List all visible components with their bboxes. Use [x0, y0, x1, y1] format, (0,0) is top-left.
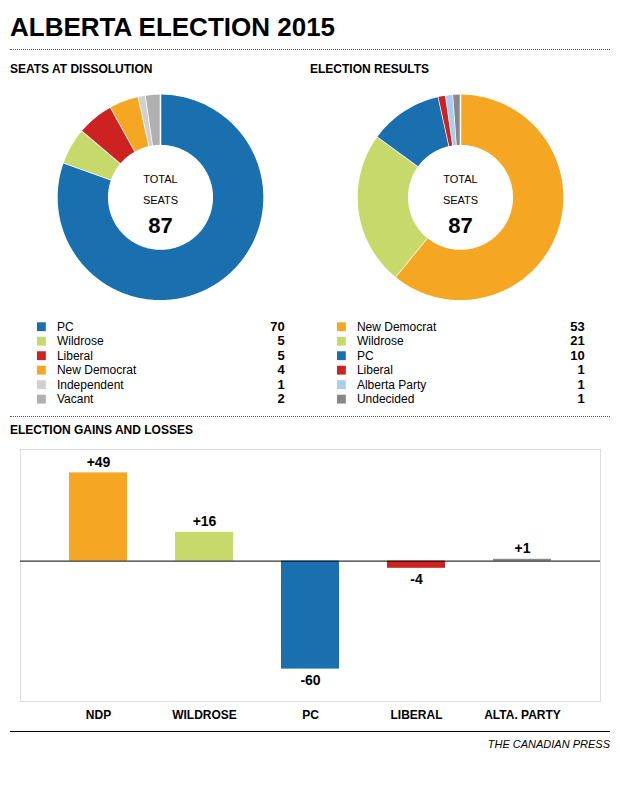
svg-text:Liberal: Liberal	[57, 349, 93, 363]
svg-text:NDP: NDP	[86, 708, 111, 722]
svg-text:21: 21	[570, 333, 584, 348]
svg-text:+1: +1	[515, 540, 531, 556]
html-text:ALBERTA ELECTION 2015: ALBERTA ELECTION 2015	[10, 12, 336, 42]
svg-text:SEATS: SEATS	[443, 194, 478, 206]
svg-text:2: 2	[278, 391, 285, 406]
svg-text:-4: -4	[410, 571, 423, 587]
svg-text:Liberal: Liberal	[357, 363, 393, 377]
svg-text:1: 1	[578, 391, 585, 406]
svg-text:53: 53	[570, 319, 584, 334]
svg-text:1: 1	[578, 377, 585, 392]
svg-text:SEATS: SEATS	[143, 194, 178, 206]
svg-text:TOTAL: TOTAL	[443, 173, 477, 185]
svg-text:PC: PC	[302, 708, 319, 722]
svg-text:87: 87	[148, 213, 172, 238]
html-text:ELECTION GAINS AND LOSSES: ELECTION GAINS AND LOSSES	[10, 423, 193, 437]
svg-text:Undecided: Undecided	[357, 392, 414, 406]
svg-text:1: 1	[278, 377, 285, 392]
svg-text:WILDROSE: WILDROSE	[172, 708, 237, 722]
svg-text:Wildrose: Wildrose	[57, 334, 104, 348]
svg-text:LIBERAL: LIBERAL	[391, 708, 443, 722]
svg-text:87: 87	[448, 213, 472, 238]
html-text:SEATS AT DISSOLUTION: SEATS AT DISSOLUTION	[10, 62, 153, 76]
svg-text:5: 5	[278, 333, 285, 348]
svg-text:PC: PC	[357, 349, 374, 363]
svg-text:+49: +49	[87, 454, 111, 470]
svg-text:Vacant: Vacant	[57, 392, 94, 406]
html-text:THE CANADIAN PRESS: THE CANADIAN PRESS	[487, 738, 610, 750]
svg-text:+16: +16	[193, 513, 217, 529]
svg-text:70: 70	[270, 319, 284, 334]
svg-text:ALTA. PARTY: ALTA. PARTY	[484, 708, 561, 722]
svg-text:PC: PC	[57, 320, 74, 334]
svg-text:-60: -60	[300, 672, 320, 688]
svg-text:New Democrat: New Democrat	[357, 320, 437, 334]
svg-text:5: 5	[278, 348, 285, 363]
html-text:ELECTION RESULTS: ELECTION RESULTS	[310, 62, 430, 76]
svg-text:4: 4	[278, 362, 286, 377]
svg-text:TOTAL: TOTAL	[143, 173, 177, 185]
svg-text:Independent: Independent	[57, 378, 124, 392]
svg-text:1: 1	[578, 362, 585, 377]
svg-text:Alberta Party: Alberta Party	[357, 378, 426, 392]
svg-text:10: 10	[570, 348, 584, 363]
svg-text:Wildrose: Wildrose	[357, 334, 404, 348]
svg-text:New Democrat: New Democrat	[57, 363, 137, 377]
